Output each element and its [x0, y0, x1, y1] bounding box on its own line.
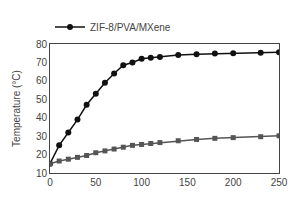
svg-text:200: 200: [225, 177, 242, 188]
svg-text:ZIF-8/PVA/MXene: ZIF-8/PVA/MXene: [90, 22, 171, 33]
svg-text:150: 150: [179, 177, 196, 188]
svg-text:250: 250: [271, 177, 288, 188]
svg-text:100: 100: [133, 177, 150, 188]
svg-text:0: 0: [47, 177, 53, 188]
svg-text:60: 60: [36, 75, 48, 86]
svg-text:70: 70: [36, 57, 48, 68]
svg-text:80: 80: [36, 39, 48, 50]
svg-text:50: 50: [90, 177, 102, 188]
svg-text:20: 20: [36, 149, 48, 160]
svg-text:30: 30: [36, 131, 48, 142]
svg-text:Temperature (°C): Temperature (°C): [11, 70, 22, 147]
svg-text:10: 10: [36, 168, 48, 179]
svg-text:50: 50: [36, 94, 48, 105]
svg-text:40: 40: [36, 112, 48, 123]
